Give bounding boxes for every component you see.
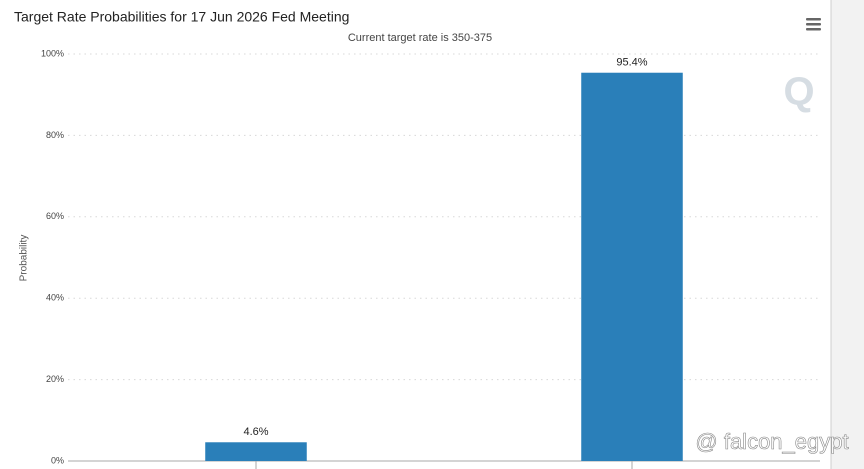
- menu-bar: [806, 28, 821, 31]
- chart-title: Target Rate Probabilities for 17 Jun 202…: [14, 9, 349, 25]
- y-axis-label: Probability: [19, 235, 30, 282]
- side-strip: [831, 0, 864, 469]
- menu-bar: [806, 23, 821, 26]
- bar: [581, 72, 683, 462]
- menu-button[interactable]: [806, 18, 821, 31]
- value-label: 4.6%: [243, 426, 268, 438]
- watermark: @ falcon_egypt: [695, 429, 848, 454]
- menu-bar: [806, 18, 821, 21]
- chart-subtitle: Current target rate is 350-375: [348, 32, 492, 44]
- y-tick-label: 60%: [46, 211, 64, 221]
- y-tick-label: 0%: [51, 455, 64, 465]
- logo: Q: [783, 70, 814, 114]
- y-tick-label: 20%: [46, 374, 64, 384]
- value-label: 95.4%: [616, 57, 647, 69]
- y-tick-label: 100%: [41, 48, 64, 58]
- y-tick-label: 40%: [46, 293, 64, 303]
- bar: [205, 442, 307, 461]
- y-tick-label: 80%: [46, 130, 64, 140]
